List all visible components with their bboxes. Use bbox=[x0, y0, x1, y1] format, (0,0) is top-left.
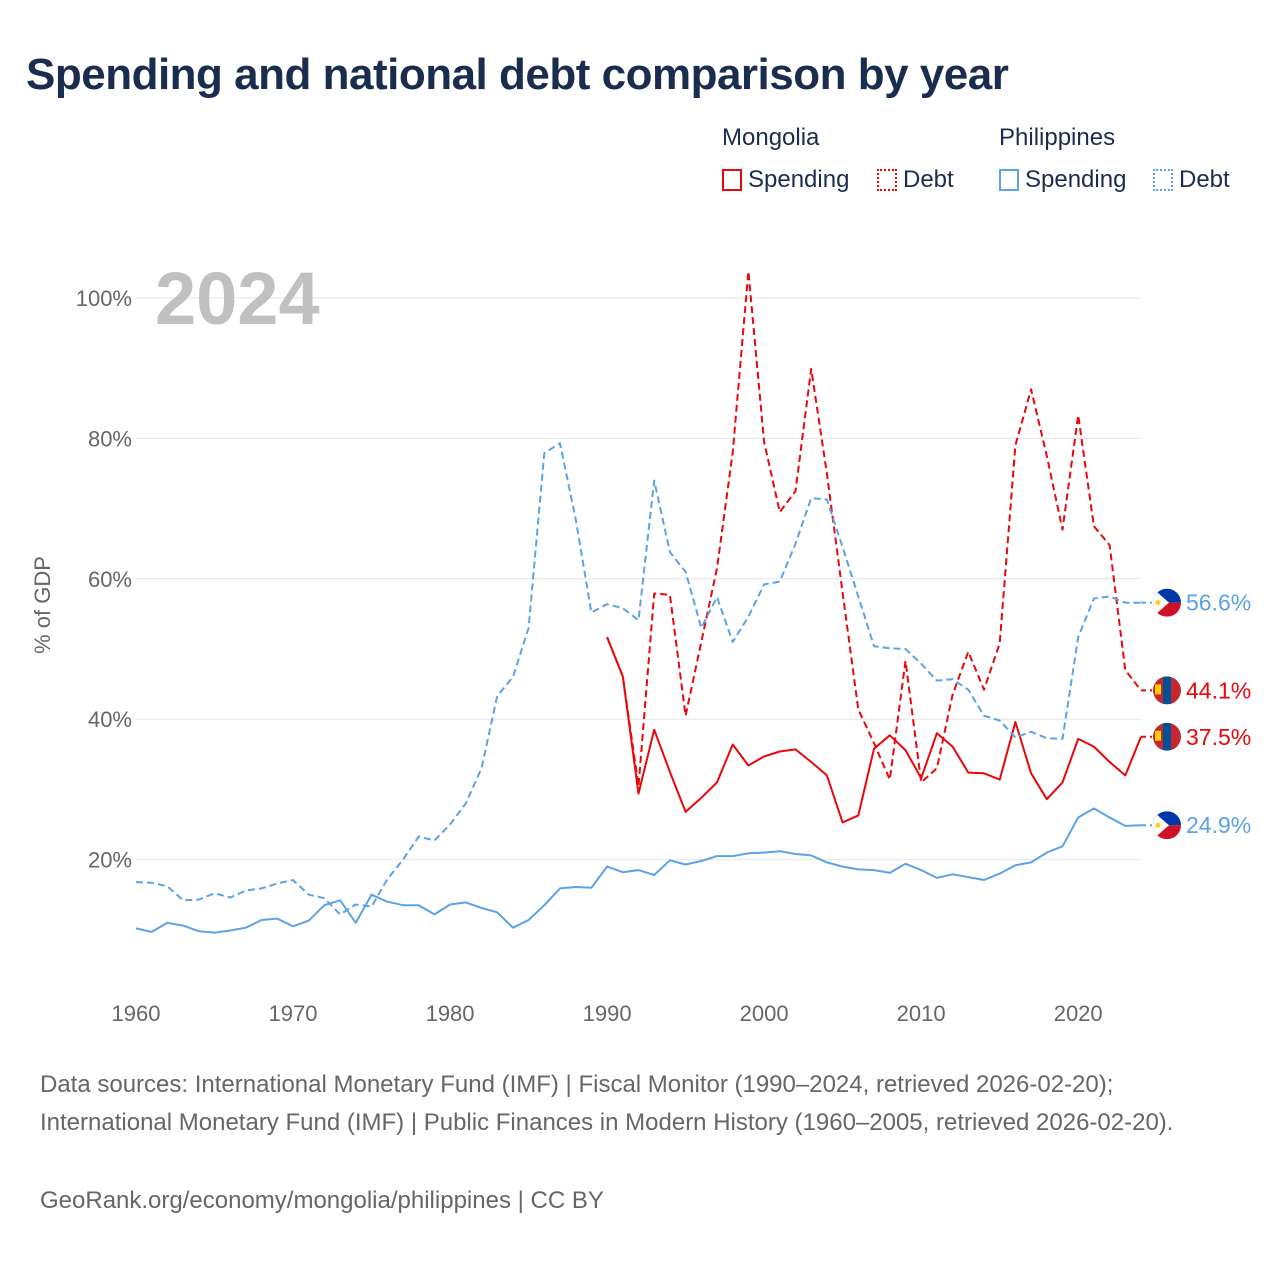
y-tick-label: 100% bbox=[76, 286, 132, 311]
series-line-mongolia-debt bbox=[606, 270, 1142, 787]
year-watermark: 2024 bbox=[155, 257, 320, 340]
y-tick-label: 60% bbox=[88, 567, 132, 592]
chart-title: Spending and national debt comparison by… bbox=[26, 50, 1009, 99]
legend-philippines-label: Philippines bbox=[999, 124, 1116, 151]
end-value-label: 56.6% bbox=[1186, 590, 1251, 616]
legend-swatch-philippines-debt bbox=[1153, 169, 1173, 191]
end-value-label: 37.5% bbox=[1186, 724, 1251, 750]
x-tick-label: 1970 bbox=[269, 1001, 318, 1026]
legend-philippines-debt[interactable]: Debt bbox=[1153, 166, 1230, 194]
line-chart: 20% 40% 60% 80% 100% 1960 1970 1980 1990 2000 2010… bbox=[30, 257, 1251, 1026]
philippines-flag-icon bbox=[1153, 588, 1181, 617]
mongolia-flag-icon bbox=[1153, 722, 1181, 751]
mongolia-flag-icon bbox=[1153, 676, 1181, 705]
legend-mongolia-spending[interactable]: Spending bbox=[722, 166, 849, 194]
legend-mongolia-label: Mongolia bbox=[722, 124, 820, 151]
y-axis-label: % of GDP bbox=[30, 556, 55, 654]
legend-philippines-spending[interactable]: Spending bbox=[999, 166, 1126, 194]
y-tick-label: 40% bbox=[88, 707, 132, 732]
credit-link[interactable]: GeoRank.org/economy/mongolia/philippines… bbox=[40, 1187, 604, 1214]
legend-swatch-mongolia-spending bbox=[722, 169, 742, 191]
x-tick-label: 2020 bbox=[1054, 1001, 1103, 1026]
end-value-label: 24.9% bbox=[1186, 812, 1251, 838]
end-value-label: 44.1% bbox=[1186, 677, 1251, 703]
x-tick-label: 2000 bbox=[740, 1001, 789, 1026]
legend-mongolia-debt[interactable]: Debt bbox=[877, 166, 954, 194]
x-tick-label: 1990 bbox=[583, 1001, 632, 1026]
y-tick-label: 80% bbox=[88, 426, 132, 451]
series-line-mongolia-spending bbox=[606, 636, 1142, 824]
legend-philippines-debt-label: Debt bbox=[1179, 166, 1230, 193]
x-tick-label: 1960 bbox=[112, 1001, 161, 1026]
legend-swatch-mongolia-debt bbox=[877, 169, 897, 191]
legend-mongolia-spending-label: Spending bbox=[748, 166, 850, 193]
series-line-philippines-spending bbox=[135, 807, 1142, 934]
x-tick-label: 1980 bbox=[426, 1001, 475, 1026]
y-tick-label: 20% bbox=[88, 848, 132, 873]
legend-mongolia-debt-label: Debt bbox=[903, 166, 954, 193]
series-line-philippines-debt bbox=[135, 442, 1141, 916]
data-sources-note: Data sources: International Monetary Fun… bbox=[40, 1071, 1174, 1136]
legend-philippines-spending-label: Spending bbox=[1025, 166, 1127, 193]
x-tick-label: 2010 bbox=[897, 1001, 946, 1026]
legend-swatch-philippines-spending bbox=[999, 169, 1019, 191]
philippines-flag-icon bbox=[1153, 811, 1181, 840]
